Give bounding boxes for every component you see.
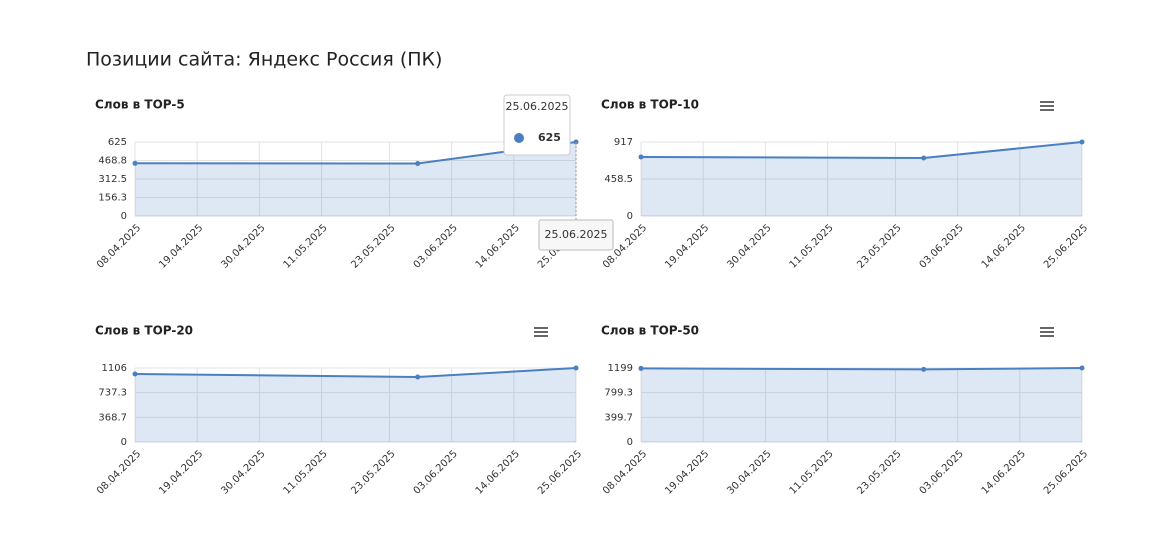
- y-tick-label: 799.3: [604, 388, 633, 399]
- line: [640, 367, 1083, 371]
- point[interactable]: [415, 161, 421, 167]
- chart-title: Слов в TOP-50: [601, 324, 699, 338]
- crosshair-label-box: [538, 219, 614, 251]
- tooltip-date: 25.06.2025: [506, 100, 569, 113]
- x-tick-label: 30.04.2025: [219, 222, 267, 270]
- y-tick-label: 156.3: [98, 192, 127, 203]
- area: [641, 142, 1082, 216]
- y-tick-label: 368.7: [98, 412, 127, 423]
- point[interactable]: [1079, 139, 1085, 145]
- y-tick-label: 0: [121, 211, 127, 222]
- x-tick-label: 03.06.2025: [412, 222, 460, 270]
- x-tick-label: 23.05.2025: [349, 222, 397, 270]
- y-tick-label: 737.3: [98, 388, 127, 399]
- x-tick-label: 25.06.2025: [1042, 448, 1090, 496]
- point[interactable]: [638, 365, 644, 371]
- y-tick-label: 399.7: [604, 412, 633, 423]
- y-tick-label: 0: [627, 437, 633, 448]
- area: [135, 142, 576, 216]
- tooltip-value: 625: [538, 131, 561, 144]
- x-tick-label: 11.05.2025: [282, 222, 330, 270]
- point[interactable]: [132, 160, 138, 166]
- point[interactable]: [921, 366, 927, 372]
- x-tick-label: 14.06.2025: [980, 222, 1028, 270]
- y-tick-label: 625: [108, 137, 127, 148]
- point[interactable]: [573, 365, 579, 371]
- y-tick-label: 1199: [608, 363, 633, 374]
- x-tick-label: 23.05.2025: [855, 222, 903, 270]
- crosshair-label: 25.06.2025: [545, 228, 608, 241]
- x-tick-label: 08.04.2025: [95, 448, 143, 496]
- x-tick-label: 14.06.2025: [980, 448, 1028, 496]
- point[interactable]: [638, 154, 644, 160]
- x-tick-label: 19.04.2025: [157, 448, 205, 496]
- x-tick-label: 25.06.2025: [536, 448, 584, 496]
- y-tick-label: 917: [614, 137, 633, 148]
- x-tick-label: 19.04.2025: [663, 448, 711, 496]
- x-tick-label: 11.05.2025: [282, 448, 330, 496]
- x-tick-label: 30.04.2025: [219, 448, 267, 496]
- chart-title: Слов в TOP-10: [601, 98, 699, 112]
- x-tick-label: 08.04.2025: [601, 448, 649, 496]
- x-tick-label: 23.05.2025: [855, 448, 903, 496]
- y-tick-label: 0: [121, 437, 127, 448]
- y-tick-label: 0: [627, 211, 633, 222]
- x-tick-label: 11.05.2025: [788, 448, 836, 496]
- chart-title: Слов в TOP-5: [95, 98, 185, 112]
- y-tick-label: 312.5: [98, 174, 127, 185]
- tooltip-marker: [514, 133, 524, 143]
- x-tick-label: 25.06.2025: [1042, 222, 1090, 270]
- x-tick-label: 23.05.2025: [349, 448, 397, 496]
- x-tick-label: 03.06.2025: [918, 448, 966, 496]
- page-title: Позиции сайта: Яндекс Россия (ПК): [86, 49, 442, 71]
- chart-title: Слов в TOP-20: [95, 324, 193, 338]
- y-tick-label: 1106: [102, 363, 127, 374]
- point[interactable]: [1079, 365, 1085, 371]
- x-tick-label: 19.04.2025: [157, 222, 205, 270]
- x-tick-label: 08.04.2025: [95, 222, 143, 270]
- x-tick-label: 30.04.2025: [725, 222, 773, 270]
- area: [135, 368, 576, 442]
- x-tick-label: 11.05.2025: [788, 222, 836, 270]
- point[interactable]: [132, 371, 138, 377]
- x-tick-label: 03.06.2025: [412, 448, 460, 496]
- x-tick-label: 14.06.2025: [474, 222, 522, 270]
- x-tick-label: 19.04.2025: [663, 222, 711, 270]
- y-tick-label: 468.8: [98, 155, 127, 166]
- point[interactable]: [415, 374, 421, 380]
- area: [641, 368, 1082, 442]
- x-tick-label: 14.06.2025: [474, 448, 522, 496]
- point[interactable]: [921, 155, 927, 161]
- x-tick-label: 30.04.2025: [725, 448, 773, 496]
- y-tick-label: 458.5: [604, 174, 633, 185]
- x-tick-label: 03.06.2025: [918, 222, 966, 270]
